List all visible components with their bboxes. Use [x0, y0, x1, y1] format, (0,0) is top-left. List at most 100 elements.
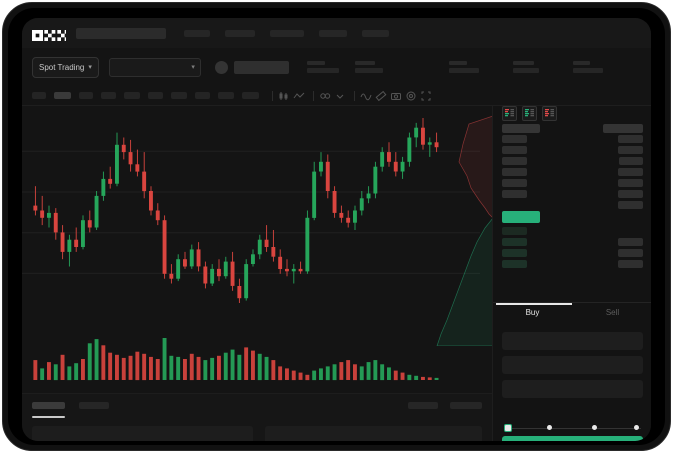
place-buy-order-button[interactable] [502, 436, 643, 441]
line-chart-icon[interactable] [293, 90, 305, 102]
market-type-dropdown[interactable]: Spot Trading ▾ [32, 56, 99, 78]
slider-stop-33[interactable] [547, 425, 552, 430]
timeframe-6h[interactable] [171, 92, 187, 99]
orderbook-bid-row[interactable] [502, 249, 527, 257]
chart-toolbar [22, 86, 651, 106]
camera-icon[interactable] [390, 90, 402, 102]
global-search-input[interactable] [76, 27, 166, 39]
timeframe-1d[interactable] [218, 92, 234, 99]
orderbook-ask-row[interactable] [502, 146, 527, 154]
slider-stop-66[interactable] [592, 425, 597, 430]
okx-logo-icon[interactable] [32, 28, 66, 41]
stat-value [306, 68, 339, 73]
orderbook-asks-icon[interactable] [542, 106, 557, 121]
orderbook-bids-icon[interactable] [522, 106, 537, 121]
slider-handle[interactable] [504, 423, 512, 432]
trading-pair-dropdown[interactable]: ▾ [108, 57, 201, 77]
candlestick-chart-icon[interactable] [278, 90, 290, 102]
depth-area-chart [436, 116, 493, 346]
orderbook-ask-row[interactable] [502, 124, 540, 133]
top-navigation-bar [22, 18, 651, 48]
timeframe-12h[interactable] [195, 92, 210, 99]
orderbook-ask-row[interactable] [502, 190, 527, 198]
orderbook-bid-row-value [618, 238, 643, 246]
stat-label [306, 61, 325, 65]
market-ticker-bar: Spot Trading ▾ ▾ [22, 48, 651, 86]
timeframe-15m[interactable] [79, 92, 93, 99]
settings-icon[interactable] [405, 90, 417, 102]
nav-item-3[interactable] [270, 29, 304, 37]
orderbook-ask-row-value [618, 135, 643, 143]
orderbook-bid-row[interactable] [502, 238, 527, 246]
bottom-action-2[interactable] [450, 402, 482, 409]
orderbook-ask-row-value [603, 124, 643, 133]
timeframe-1m[interactable] [32, 92, 46, 99]
pair-name-placeholder [233, 60, 289, 74]
orders-tab-row [32, 402, 482, 416]
orderbook-sidebar: Buy Sell [492, 106, 651, 441]
tab-sell[interactable]: Sell [605, 308, 620, 317]
stat-24h-volume [572, 61, 603, 73]
orderbook-ask-row[interactable] [502, 168, 527, 176]
tab-buy[interactable]: Buy [525, 308, 540, 317]
nav-item-1[interactable] [184, 29, 210, 37]
price-chart-panel[interactable] [22, 106, 492, 393]
order-price-field[interactable] [502, 332, 643, 350]
order-amount-slider[interactable] [504, 423, 641, 432]
slider-stop-100[interactable] [634, 425, 639, 430]
orderbook-both-icon[interactable] [502, 106, 517, 121]
order-entry-form [493, 328, 651, 441]
toolbar-divider [313, 90, 314, 101]
timeframe-1w[interactable] [242, 92, 259, 99]
ruler-icon[interactable] [375, 90, 387, 102]
stat-value [354, 68, 383, 73]
stat-last-price [306, 61, 339, 73]
stat-value [448, 68, 479, 73]
chevron-down-icon: ▾ [88, 64, 92, 71]
tab-order-history[interactable] [79, 402, 109, 409]
orderbook-depth-overlay [433, 116, 493, 346]
orderbook-ask-row-value [618, 179, 643, 187]
orderbook-bid-row-value [618, 260, 643, 268]
toolbar-divider [354, 90, 355, 101]
orderbook-ask-row-value [618, 190, 643, 198]
orderbook-ask-row[interactable] [502, 135, 527, 143]
slider-track [504, 427, 641, 429]
orderbook-ask-row-value [618, 168, 643, 176]
orderbook-ask-row-value [618, 146, 643, 154]
toolbar-divider [272, 90, 273, 101]
fullscreen-icon[interactable] [420, 90, 432, 102]
wave-chart-icon[interactable] [360, 90, 372, 102]
orderbook-rows[interactable] [493, 124, 651, 306]
timeframe-1h[interactable] [124, 92, 140, 99]
candlestick-chart [22, 106, 492, 393]
timeframe-4h[interactable] [148, 92, 163, 99]
nav-item-4[interactable] [319, 29, 347, 37]
stat-label [512, 61, 534, 65]
nav-item-5[interactable] [362, 29, 389, 37]
chevron-down-icon[interactable] [334, 90, 346, 102]
stat-24h-high [448, 61, 479, 73]
bottom-action-1[interactable] [408, 402, 438, 409]
orderbook-mode-switcher [502, 106, 562, 121]
timeframe-5m[interactable] [54, 92, 71, 99]
market-type-label: Spot Trading [39, 62, 85, 72]
tab-open-orders[interactable] [32, 402, 65, 409]
orderbook-bid-row[interactable] [502, 260, 527, 268]
orderbook-ask-row[interactable] [502, 179, 527, 187]
nav-item-2[interactable] [225, 29, 255, 37]
stat-label [572, 61, 590, 65]
stat-24h-low [512, 61, 539, 73]
indicator-icon[interactable] [319, 90, 331, 102]
device-inner-frame: Spot Trading ▾ ▾ [8, 8, 665, 445]
timeframe-30m[interactable] [101, 92, 116, 99]
orderbook-ask-row[interactable] [502, 157, 527, 165]
app-screen: Spot Trading ▾ ▾ [22, 18, 651, 441]
orderbook-bid-row[interactable] [502, 227, 527, 235]
order-amount-field[interactable] [502, 356, 643, 374]
chevron-down-icon: ▾ [191, 64, 195, 71]
active-tab-underline [32, 416, 65, 418]
order-total-field[interactable] [502, 380, 643, 398]
orderbook-ask-row-value [619, 157, 643, 165]
